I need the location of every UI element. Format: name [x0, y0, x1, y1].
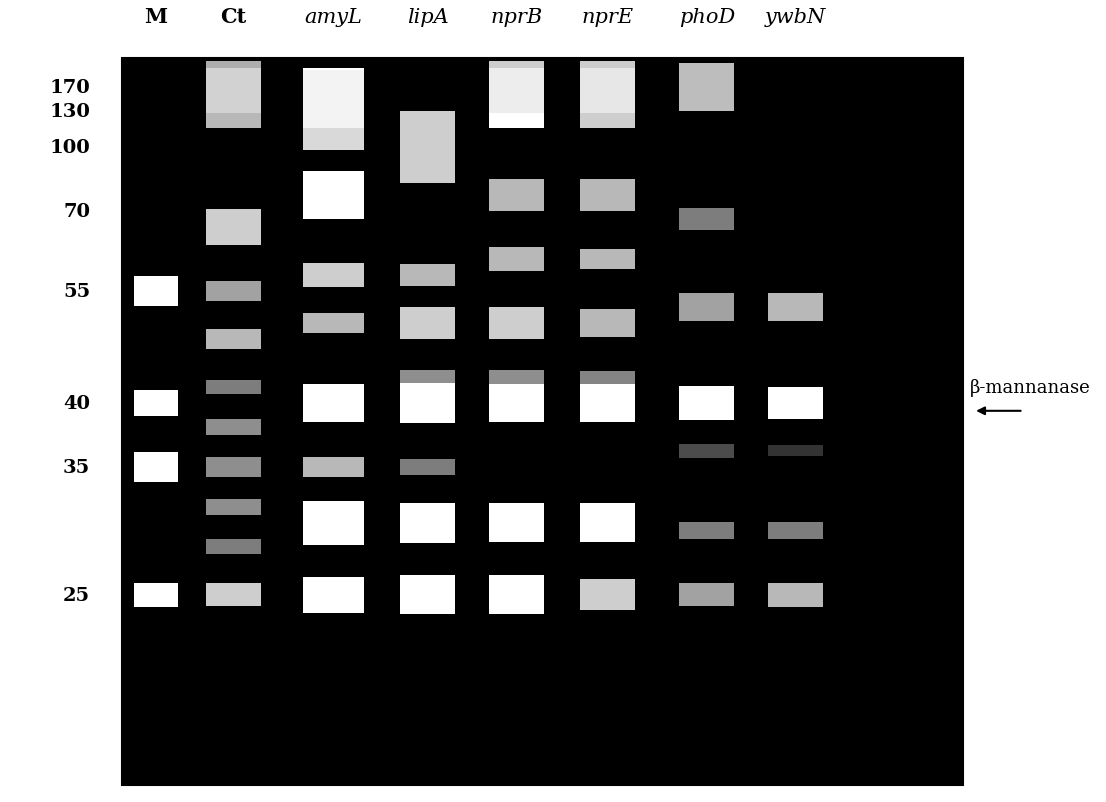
Bar: [303, 172, 364, 220]
Bar: [768, 522, 823, 540]
Bar: [400, 308, 456, 339]
Bar: [400, 383, 456, 423]
Text: 55: 55: [63, 282, 91, 301]
Bar: [679, 209, 734, 231]
Bar: [489, 308, 544, 339]
Bar: [580, 310, 635, 338]
Bar: [489, 248, 544, 272]
Bar: [489, 576, 544, 614]
Bar: [206, 282, 261, 302]
Bar: [303, 71, 364, 151]
Bar: [206, 457, 261, 477]
Bar: [400, 112, 456, 184]
Bar: [400, 576, 456, 614]
Text: nprB: nprB: [490, 8, 543, 26]
Bar: [122, 59, 963, 784]
Bar: [400, 460, 456, 475]
Text: phoD: phoD: [679, 8, 734, 26]
Bar: [489, 63, 544, 114]
Bar: [206, 69, 261, 128]
Bar: [580, 249, 635, 269]
Bar: [679, 522, 734, 540]
Text: 25: 25: [63, 585, 91, 604]
Bar: [768, 294, 823, 322]
Bar: [580, 504, 635, 542]
Bar: [679, 64, 734, 112]
Bar: [768, 446, 823, 457]
Text: nprE: nprE: [582, 8, 634, 26]
Bar: [679, 584, 734, 606]
Bar: [303, 457, 364, 477]
Bar: [580, 63, 635, 114]
Bar: [206, 540, 261, 554]
Bar: [580, 180, 635, 212]
Bar: [206, 380, 261, 395]
Bar: [400, 503, 456, 543]
Bar: [489, 504, 544, 542]
Bar: [134, 277, 178, 307]
Bar: [206, 63, 261, 114]
Text: 170: 170: [50, 79, 91, 97]
Bar: [206, 584, 261, 606]
Bar: [679, 294, 734, 322]
Text: 35: 35: [63, 458, 91, 476]
Bar: [580, 69, 635, 128]
Bar: [134, 452, 178, 482]
Bar: [489, 69, 544, 128]
Bar: [303, 264, 364, 288]
Bar: [303, 577, 364, 613]
Bar: [580, 580, 635, 610]
Text: M: M: [145, 6, 168, 26]
Bar: [679, 444, 734, 459]
Bar: [580, 384, 635, 423]
Bar: [400, 265, 456, 287]
Bar: [303, 384, 364, 423]
Bar: [303, 501, 364, 545]
Bar: [580, 371, 635, 387]
Text: 70: 70: [63, 203, 91, 221]
Bar: [400, 371, 456, 388]
Text: amyL: amyL: [305, 8, 363, 26]
Bar: [489, 180, 544, 212]
Bar: [206, 499, 261, 515]
Text: 100: 100: [50, 139, 91, 157]
Bar: [768, 387, 823, 419]
Bar: [768, 583, 823, 607]
Text: 130: 130: [50, 103, 91, 121]
Text: Ct: Ct: [220, 6, 247, 26]
Bar: [134, 583, 178, 607]
Bar: [303, 69, 364, 128]
Text: 40: 40: [63, 395, 91, 412]
Bar: [206, 419, 261, 435]
Bar: [206, 210, 261, 245]
Bar: [489, 371, 544, 388]
Bar: [489, 384, 544, 423]
Bar: [206, 330, 261, 350]
Bar: [134, 391, 178, 416]
Bar: [303, 314, 364, 334]
Text: β-mannanase: β-mannanase: [970, 379, 1091, 396]
Bar: [679, 387, 734, 420]
Text: lipA: lipA: [407, 8, 449, 26]
Text: ywbN: ywbN: [765, 8, 826, 26]
